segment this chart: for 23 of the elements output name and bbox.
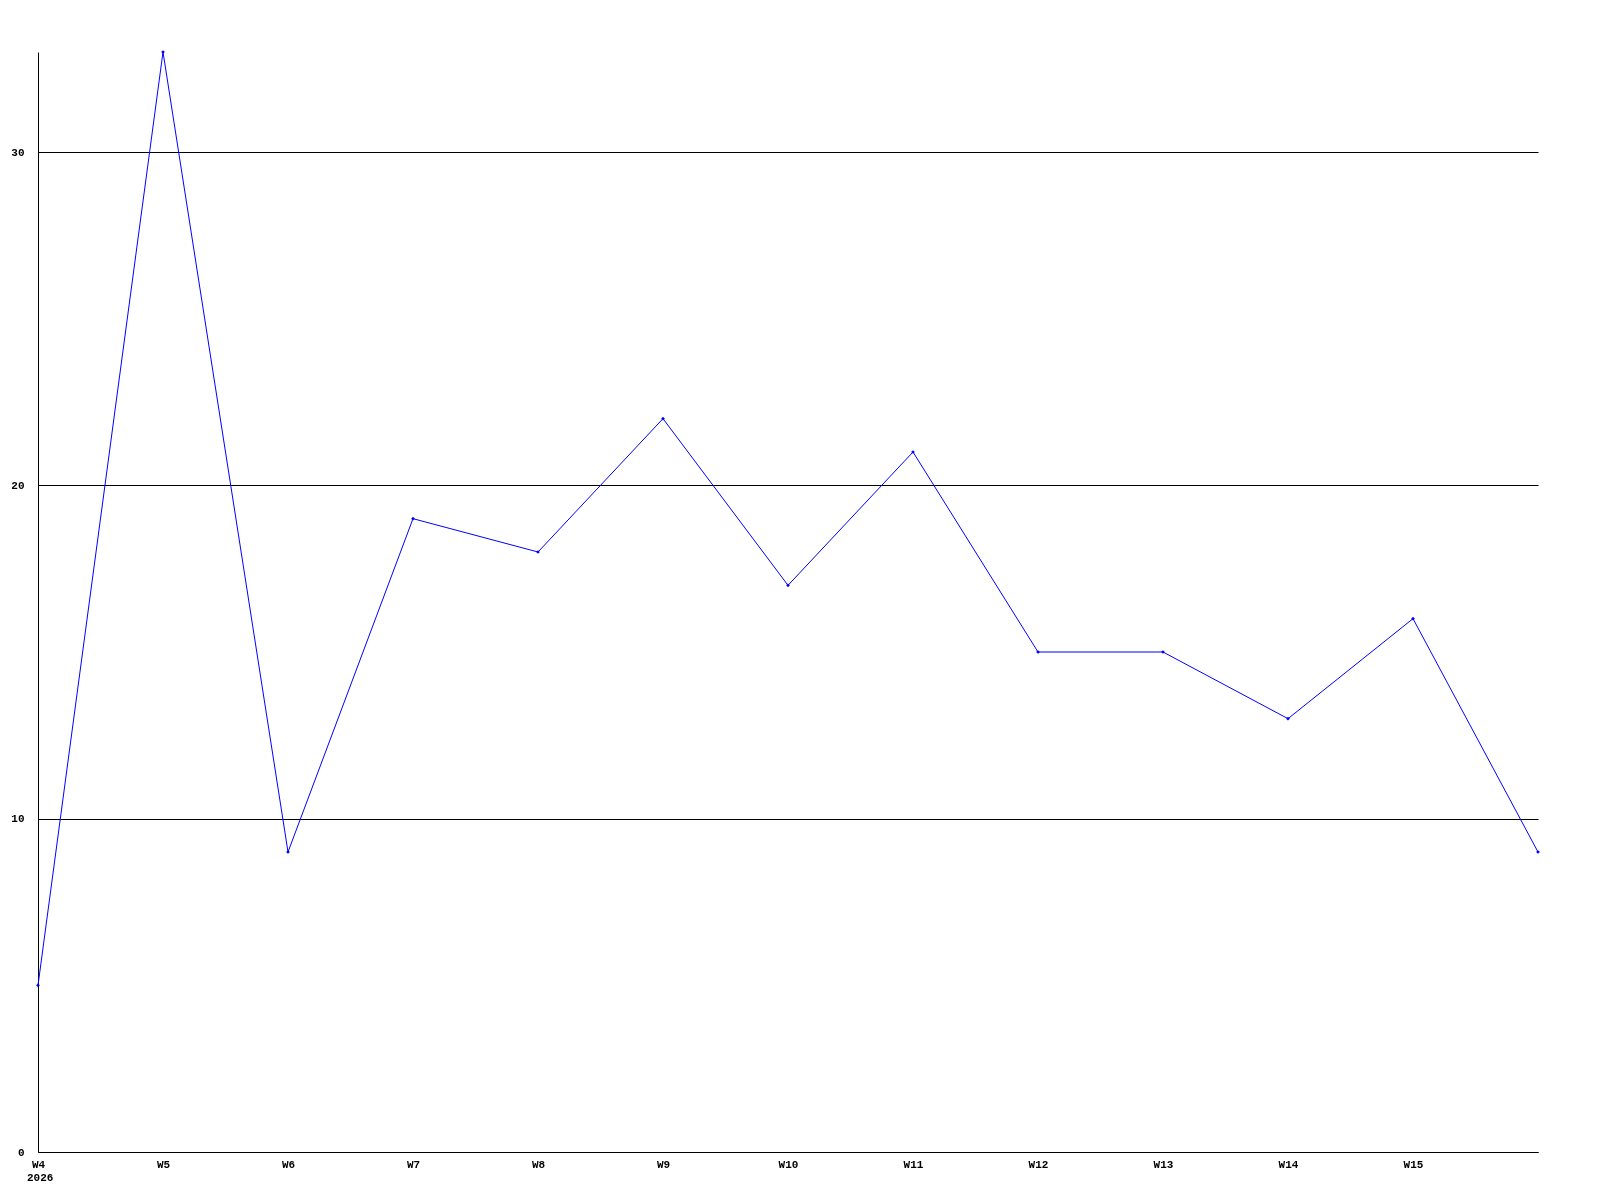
x-tick-label: W9 [656, 1158, 671, 1171]
point [786, 583, 790, 588]
x-tick-label: W15 [1403, 1158, 1424, 1171]
x-tick-label: W4 [31, 1158, 46, 1171]
x-tick-label: W12 [1028, 1158, 1049, 1171]
x-tick-label: W7 [406, 1158, 421, 1171]
x-tick-label: W14 [1278, 1158, 1299, 1171]
point [36, 983, 40, 988]
y-tick-label: 10 [11, 813, 25, 826]
text: 2026 [27, 1172, 54, 1184]
y-tick-label: 20 [11, 479, 25, 492]
x-tick-label: W8 [531, 1158, 546, 1171]
x-tick-label: W13 [1153, 1158, 1174, 1171]
point [661, 416, 665, 421]
point [1286, 716, 1290, 721]
y-tick-label: 30 [11, 146, 25, 159]
x-tick-label: W5 [156, 1158, 171, 1171]
point [411, 516, 415, 521]
x-tick-label: W10 [778, 1158, 799, 1171]
x-tick-label: W11 [903, 1158, 924, 1171]
y-tick-label: 0 [17, 1146, 25, 1159]
x-tick-label: W6 [281, 1158, 296, 1171]
point [1411, 616, 1415, 621]
